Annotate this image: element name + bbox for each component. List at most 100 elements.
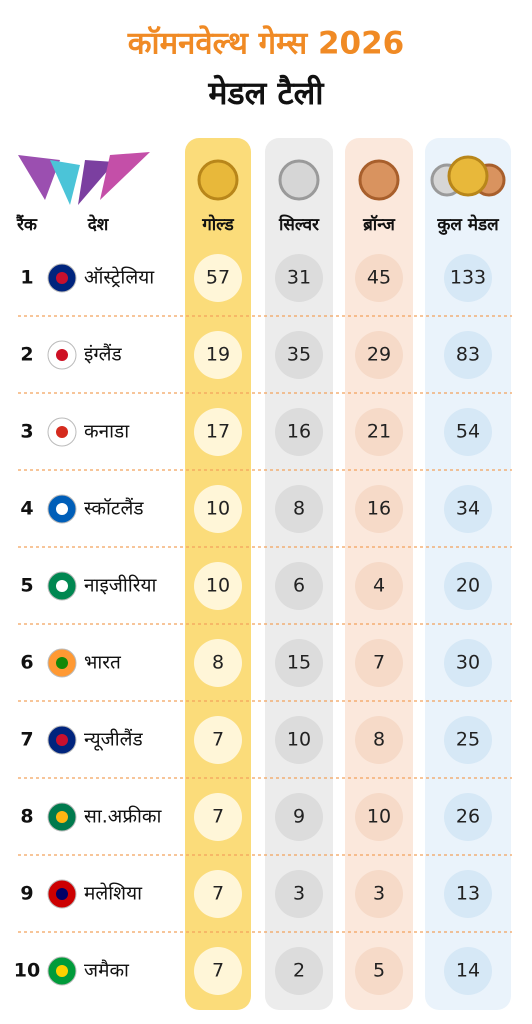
column-header: रैंक [16,214,38,235]
medal-count: 45 [367,267,391,289]
cell-bg [444,870,492,918]
medal-count: 7 [373,652,385,674]
cell-bg [355,331,403,379]
cell-bg [444,947,492,995]
cell-bg [275,331,323,379]
medal-count: 29 [367,344,391,366]
medal-count: 20 [456,575,480,597]
cell-bg [355,254,403,302]
country: जमैका [84,959,130,982]
medal-count: 34 [456,498,480,520]
medal-count: 31 [287,267,311,289]
rank: 5 [20,575,33,597]
medal-count: 14 [456,960,480,982]
cell-bg [444,485,492,533]
cell-bg [194,793,242,841]
cell-bg [275,408,323,456]
medal-count: 6 [293,575,305,597]
medal-count: 7 [212,729,224,751]
cell-bg [444,639,492,687]
cell-bg [275,870,323,918]
medal-count: 26 [456,806,480,828]
bronze-medal-icon [358,159,400,201]
cell-bg [194,254,242,302]
medal-count: 16 [367,498,391,520]
medal-count: 3 [293,883,305,905]
medal-count: 57 [206,267,230,289]
medal-count: 8 [212,652,224,674]
cell-bg [194,870,242,918]
medal-count: 16 [287,421,311,443]
rank: 1 [20,267,33,289]
rank: 7 [20,729,33,751]
cell-bg [444,254,492,302]
medal-count: 8 [373,729,385,751]
cell-bg [444,793,492,841]
cell-bg [275,485,323,533]
country: मलेशिया [84,882,143,905]
medal-count: 5 [373,960,385,982]
cell-bg [275,716,323,764]
medal-count: 30 [456,652,480,674]
flag-emblem [56,349,68,361]
rank: 9 [20,883,33,905]
cell-bg [275,254,323,302]
medal-count: 83 [456,344,480,366]
medal-count: 19 [206,344,230,366]
cell-bg [194,639,242,687]
column-header: कुल मेडल [436,214,500,235]
medal-count: 54 [456,421,480,443]
cell-bg [275,793,323,841]
medal-count: 35 [287,344,311,366]
column-header: देश [87,214,110,235]
all-medals-icon [430,155,506,197]
country: नाइजीरिया [84,574,158,597]
rank: 6 [20,652,33,674]
medal-count: 10 [287,729,311,751]
cell-bg [275,562,323,610]
medal-count: 15 [287,652,311,674]
medal-count: 8 [293,498,305,520]
cell-bg [355,639,403,687]
country: भारत [84,652,122,674]
rank: 3 [20,421,33,443]
medal-count: 4 [373,575,385,597]
flag-emblem [56,965,68,977]
flag-emblem [56,580,68,592]
medal-count: 25 [456,729,480,751]
country: इंग्लैंड [84,343,123,366]
cell-bg [194,716,242,764]
medal-count: 21 [367,421,391,443]
cell-bg [194,947,242,995]
cell-bg [355,485,403,533]
medal-count: 7 [212,806,224,828]
cell-bg [444,408,492,456]
flag-emblem [56,503,68,515]
medal-count: 2 [293,960,305,982]
cell-bg [355,793,403,841]
column-header: सिल्वर [278,214,320,235]
medal-count: 7 [212,960,224,982]
medal-count: 13 [456,883,480,905]
cell-bg [275,947,323,995]
medal-count: 3 [373,883,385,905]
medal-count: 10 [206,575,230,597]
table: रैंक देश गोल्ड सिल्वर ब्रॉन्ज कुल मेडल 1 ऑस्ट्र… [14,214,512,995]
flag-emblem [56,888,68,900]
subtitle: मेडल टैली [207,74,325,112]
cell-bg [194,485,242,533]
cell-bg [444,331,492,379]
games-logo [18,152,150,205]
medal-count: 17 [206,421,230,443]
rank: 4 [20,498,33,520]
cell-bg [355,947,403,995]
cell-bg [355,870,403,918]
medal-count: 10 [206,498,230,520]
cell-bg [194,408,242,456]
rank: 10 [14,960,40,982]
country: स्कॉटलैंड [84,497,144,520]
cell-bg [444,716,492,764]
rank: 8 [20,806,33,828]
cell-bg [355,562,403,610]
